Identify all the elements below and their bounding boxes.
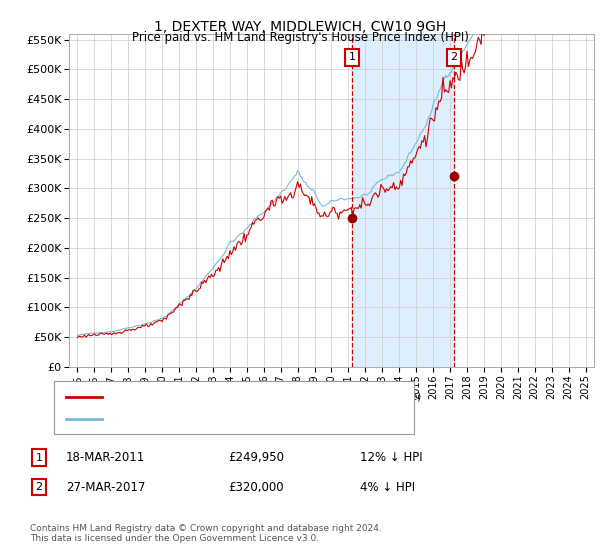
Text: 4% ↓ HPI: 4% ↓ HPI: [360, 480, 415, 494]
Text: 27-MAR-2017: 27-MAR-2017: [66, 480, 145, 494]
Text: 1, DEXTER WAY, MIDDLEWICH, CW10 9GH: 1, DEXTER WAY, MIDDLEWICH, CW10 9GH: [154, 20, 446, 34]
Text: 2: 2: [35, 482, 43, 492]
Text: 12% ↓ HPI: 12% ↓ HPI: [360, 451, 422, 464]
Text: £249,950: £249,950: [228, 451, 284, 464]
Text: 1: 1: [35, 452, 43, 463]
Text: 1: 1: [349, 53, 355, 62]
Text: 18-MAR-2011: 18-MAR-2011: [66, 451, 145, 464]
Text: 2: 2: [451, 53, 458, 62]
Text: Contains HM Land Registry data © Crown copyright and database right 2024.
This d: Contains HM Land Registry data © Crown c…: [30, 524, 382, 543]
Text: £320,000: £320,000: [228, 480, 284, 494]
Text: Price paid vs. HM Land Registry's House Price Index (HPI): Price paid vs. HM Land Registry's House …: [131, 31, 469, 44]
Bar: [352, 34, 454, 367]
Text: HPI: Average price, detached house, Cheshire East: HPI: Average price, detached house, Ches…: [108, 414, 373, 424]
Text: 1, DEXTER WAY, MIDDLEWICH, CW10 9GH (detached house): 1, DEXTER WAY, MIDDLEWICH, CW10 9GH (det…: [108, 392, 421, 402]
